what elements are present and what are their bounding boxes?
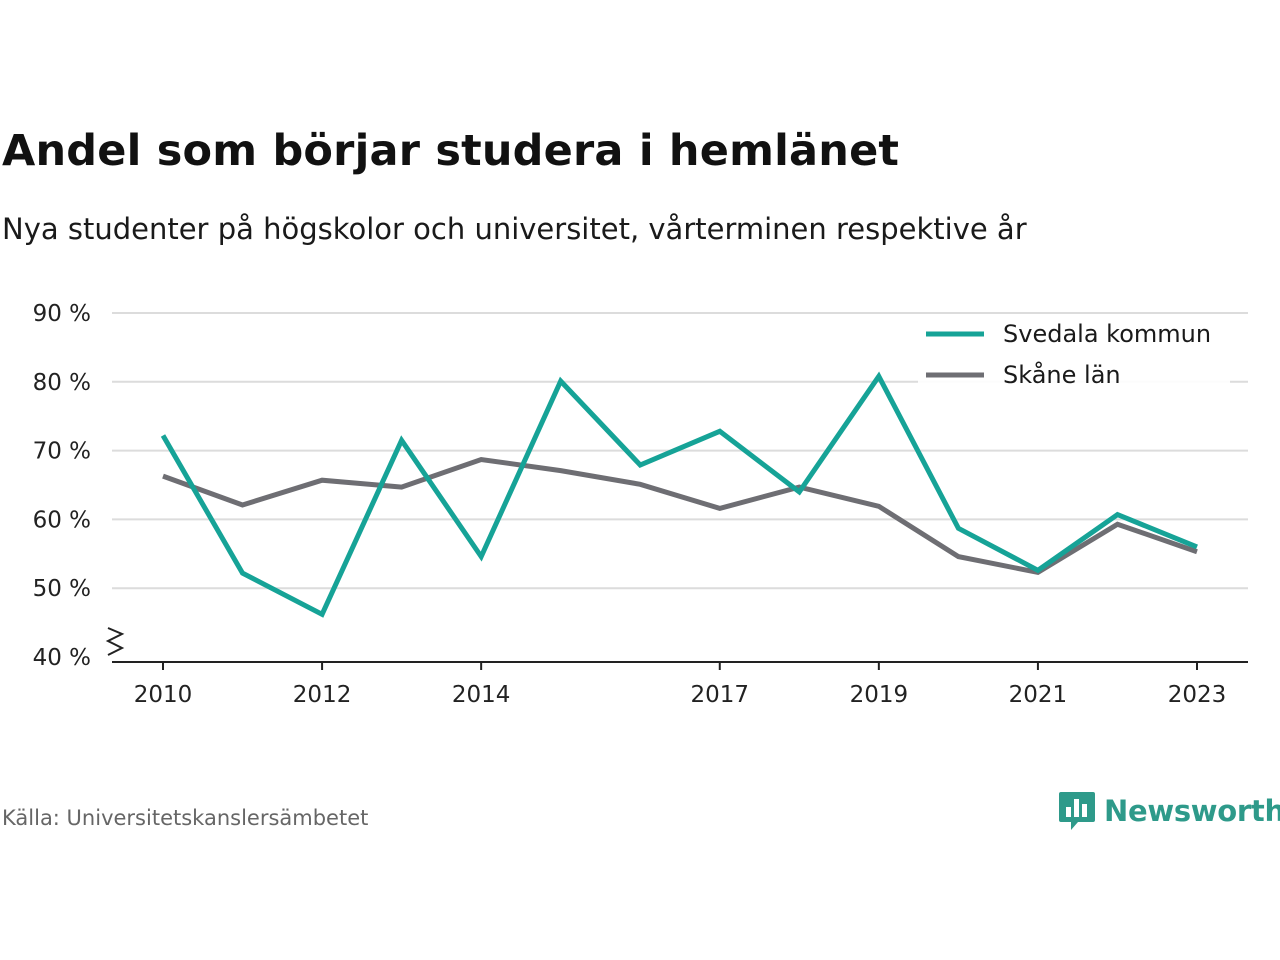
- y-axis: 40 % 50 % 60 % 70 % 80 % 90 %: [33, 301, 125, 671]
- x-tick-label-2014: 2014: [452, 682, 511, 708]
- y-tick-label-90: 90 %: [33, 301, 91, 327]
- series-line-0: [160, 371, 1198, 618]
- y-tick-label-60: 60 %: [33, 507, 91, 533]
- legend-label-0: Svedala kommun: [1003, 320, 1211, 348]
- legend-label-1: Skåne län: [1003, 360, 1121, 389]
- source-note: Källa: Universitetskanslersämbetet: [2, 806, 369, 830]
- series-lines: [160, 371, 1198, 618]
- x-tick-label-2010: 2010: [134, 682, 193, 708]
- chart-title: Andel som börjar studera i hemlänet: [2, 126, 900, 176]
- x-axis: 2010 2012 2014 2017 2019 2021 2023: [112, 661, 1248, 708]
- brand-logo: Newsworthy: [1058, 790, 1280, 832]
- axis-break-icon: [105, 627, 125, 656]
- series-line-1: [162, 456, 1198, 576]
- x-tick-label-2017: 2017: [690, 682, 749, 708]
- chart-subtitle: Nya studenter på högskolor och universit…: [2, 212, 1027, 246]
- y-tick-label-40: 40 %: [33, 645, 91, 671]
- newsworthy-logo-icon: [1059, 792, 1095, 830]
- x-tick-label-2021: 2021: [1009, 682, 1068, 708]
- y-tick-label-70: 70 %: [33, 439, 91, 465]
- x-tick-label-2012: 2012: [293, 682, 352, 708]
- x-tick-label-2023: 2023: [1168, 682, 1227, 708]
- y-tick-label-50: 50 %: [33, 576, 91, 602]
- legend: Svedala kommun Skåne län: [918, 316, 1230, 389]
- y-tick-label-80: 80 %: [33, 370, 91, 396]
- x-tick-label-2019: 2019: [850, 682, 909, 708]
- brand-name: Newsworthy: [1104, 794, 1280, 828]
